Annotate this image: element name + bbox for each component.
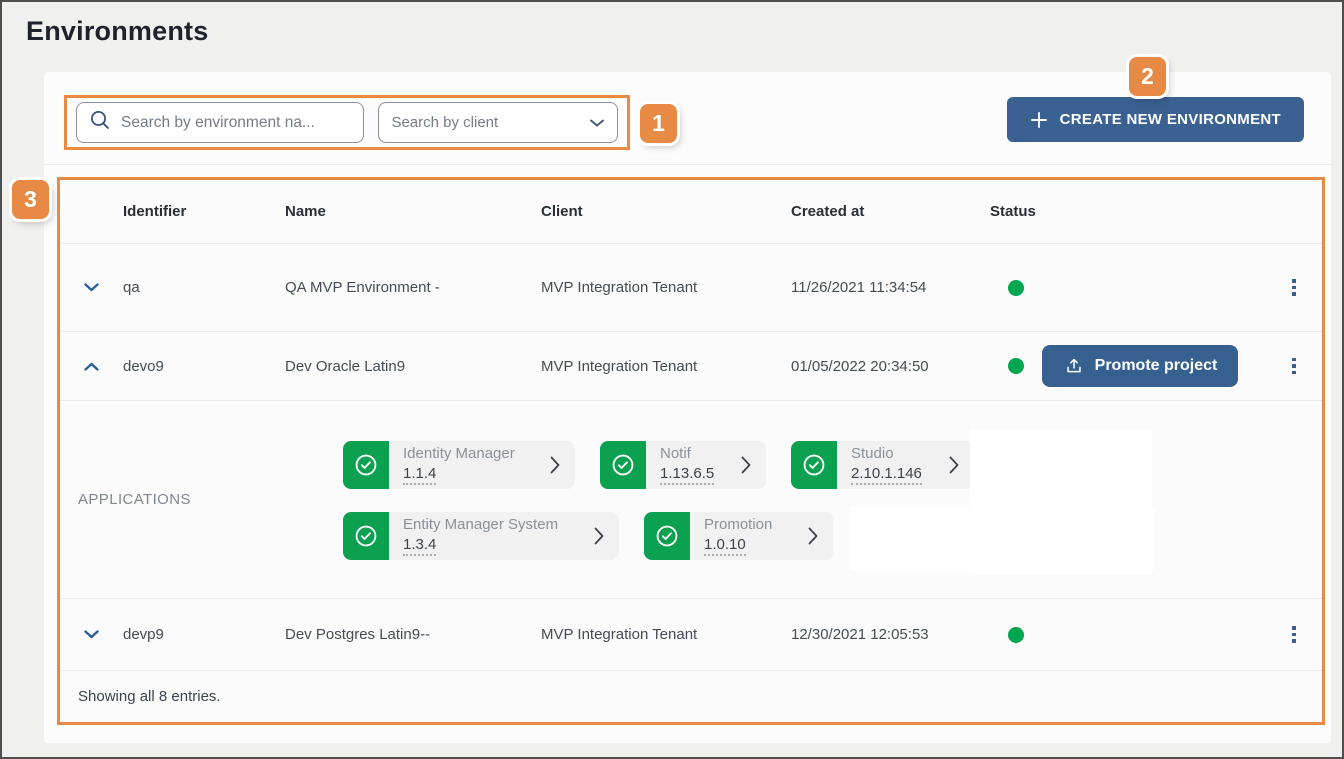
app-name: Entity Manager System (403, 515, 559, 533)
applications-cards: Identity Manager 1.1.4 Notif 1.13.6.5 (343, 401, 974, 598)
promote-icon (1066, 358, 1081, 373)
cell-created-at: 11/26/2021 11:34:54 (791, 279, 927, 296)
chevron-down-icon (84, 630, 99, 639)
search-environment-input[interactable]: Search by environment na... (76, 102, 365, 143)
app-version[interactable]: 2.10.1.146 (851, 464, 922, 486)
search-icon (89, 109, 111, 136)
applications-section: APPLICATIONS Identity Manager 1.1.4 (60, 401, 1322, 599)
check-circle-icon (343, 512, 389, 560)
header-client: Client (541, 203, 583, 220)
applications-label: APPLICATIONS (78, 491, 191, 508)
check-circle-icon (600, 441, 646, 489)
page-title: Environments (26, 16, 209, 46)
chevron-up-icon (84, 362, 99, 371)
cell-created-at: 01/05/2022 20:34:50 (791, 357, 929, 375)
promote-project-button[interactable]: Promote project (1042, 345, 1238, 387)
expand-row-button[interactable] (60, 629, 123, 640)
cell-identifier: devp9 (123, 626, 164, 643)
app-card-entity-manager-system[interactable]: Entity Manager System 1.3.4 (343, 512, 619, 560)
header-name: Name (285, 203, 326, 220)
environments-panel: Search by environment na... Search by cl… (12, 57, 1331, 743)
status-dot (1008, 626, 1024, 643)
environments-table: Identifier Name Client Created at Status… (57, 177, 1325, 725)
search-client-placeholder: Search by client (391, 114, 499, 131)
redacted-area (850, 507, 1154, 570)
collapse-row-button[interactable] (60, 361, 123, 372)
app-name: Promotion (704, 515, 773, 533)
expand-row-button[interactable] (60, 282, 123, 293)
app-name: Notif (660, 444, 691, 462)
annotation-step-2: 2 (1129, 57, 1166, 96)
table-row-qa: qa QA MVP Environment - MVP Integration … (60, 244, 1322, 332)
chevron-right-icon[interactable] (740, 441, 766, 489)
check-circle-icon (644, 512, 690, 560)
cell-name: Dev Oracle Latin9 (285, 357, 406, 375)
chevron-right-icon[interactable] (549, 441, 575, 489)
row-menu-button[interactable] (1288, 622, 1300, 647)
table-footer: Showing all 8 entries. (60, 671, 1322, 722)
cell-client: MVP Integration Tenant (541, 357, 698, 375)
chevron-right-icon[interactable] (593, 512, 619, 560)
chevron-down-icon (590, 119, 604, 126)
row-menu-button[interactable] (1288, 275, 1300, 300)
entries-summary: Showing all 8 entries. (78, 688, 221, 705)
row-menu-button[interactable] (1288, 354, 1300, 379)
app-name: Studio (851, 444, 894, 462)
cell-created-at: 12/30/2021 12:05:53 (791, 626, 929, 643)
app-card-studio[interactable]: Studio 2.10.1.146 (791, 441, 974, 489)
cell-identifier: devo9 (123, 357, 164, 375)
annotation-step-1: 1 (640, 104, 677, 143)
app-version[interactable]: 1.13.6.5 (660, 464, 715, 486)
header-identifier: Identifier (123, 203, 187, 220)
cell-identifier: qa (123, 279, 140, 296)
status-dot (1008, 279, 1024, 296)
chevron-right-icon[interactable] (948, 441, 974, 489)
create-new-environment-label: CREATE NEW ENVIRONMENT (1059, 111, 1281, 128)
check-circle-icon (791, 441, 837, 489)
app-version[interactable]: 1.1.4 (403, 464, 437, 486)
table-row-devp9: devp9 Dev Postgres Latin9-- MVP Integrat… (60, 599, 1322, 671)
search-client-select[interactable]: Search by client (378, 102, 618, 143)
app-name: Identity Manager (403, 444, 515, 462)
annotation-step-3: 3 (12, 180, 49, 219)
promote-project-label: Promote project (1094, 357, 1218, 374)
chevron-down-icon (84, 283, 99, 292)
create-new-environment-button[interactable]: CREATE NEW ENVIRONMENT (1006, 97, 1304, 142)
check-circle-icon (343, 441, 389, 489)
cell-name: Dev Postgres Latin9-- (285, 626, 431, 643)
table-header-row: Identifier Name Client Created at Status (60, 180, 1322, 244)
cell-client: MVP Integration Tenant (541, 279, 698, 296)
toolbar: Search by environment na... Search by cl… (44, 57, 1331, 165)
table-row-devo9: devo9 Dev Oracle Latin9 MVP Integration … (60, 332, 1322, 401)
app-card-promotion[interactable]: Promotion 1.0.10 (644, 512, 833, 560)
search-environment-placeholder: Search by environment na... (121, 113, 315, 131)
header-status: Status (990, 203, 1036, 220)
annotation-box-search: Search by environment na... Search by cl… (64, 95, 630, 150)
app-version[interactable]: 1.0.10 (704, 535, 746, 557)
app-card-notif[interactable]: Notif 1.13.6.5 (600, 441, 766, 489)
header-created-at: Created at (791, 203, 865, 220)
cell-client: MVP Integration Tenant (541, 626, 698, 643)
plus-icon (1030, 111, 1047, 128)
app-card-identity-manager[interactable]: Identity Manager 1.1.4 (343, 441, 575, 489)
app-version[interactable]: 1.3.4 (403, 535, 437, 557)
status-dot (1008, 358, 1024, 374)
cell-name: QA MVP Environment - (285, 279, 440, 296)
chevron-right-icon[interactable] (807, 512, 833, 560)
